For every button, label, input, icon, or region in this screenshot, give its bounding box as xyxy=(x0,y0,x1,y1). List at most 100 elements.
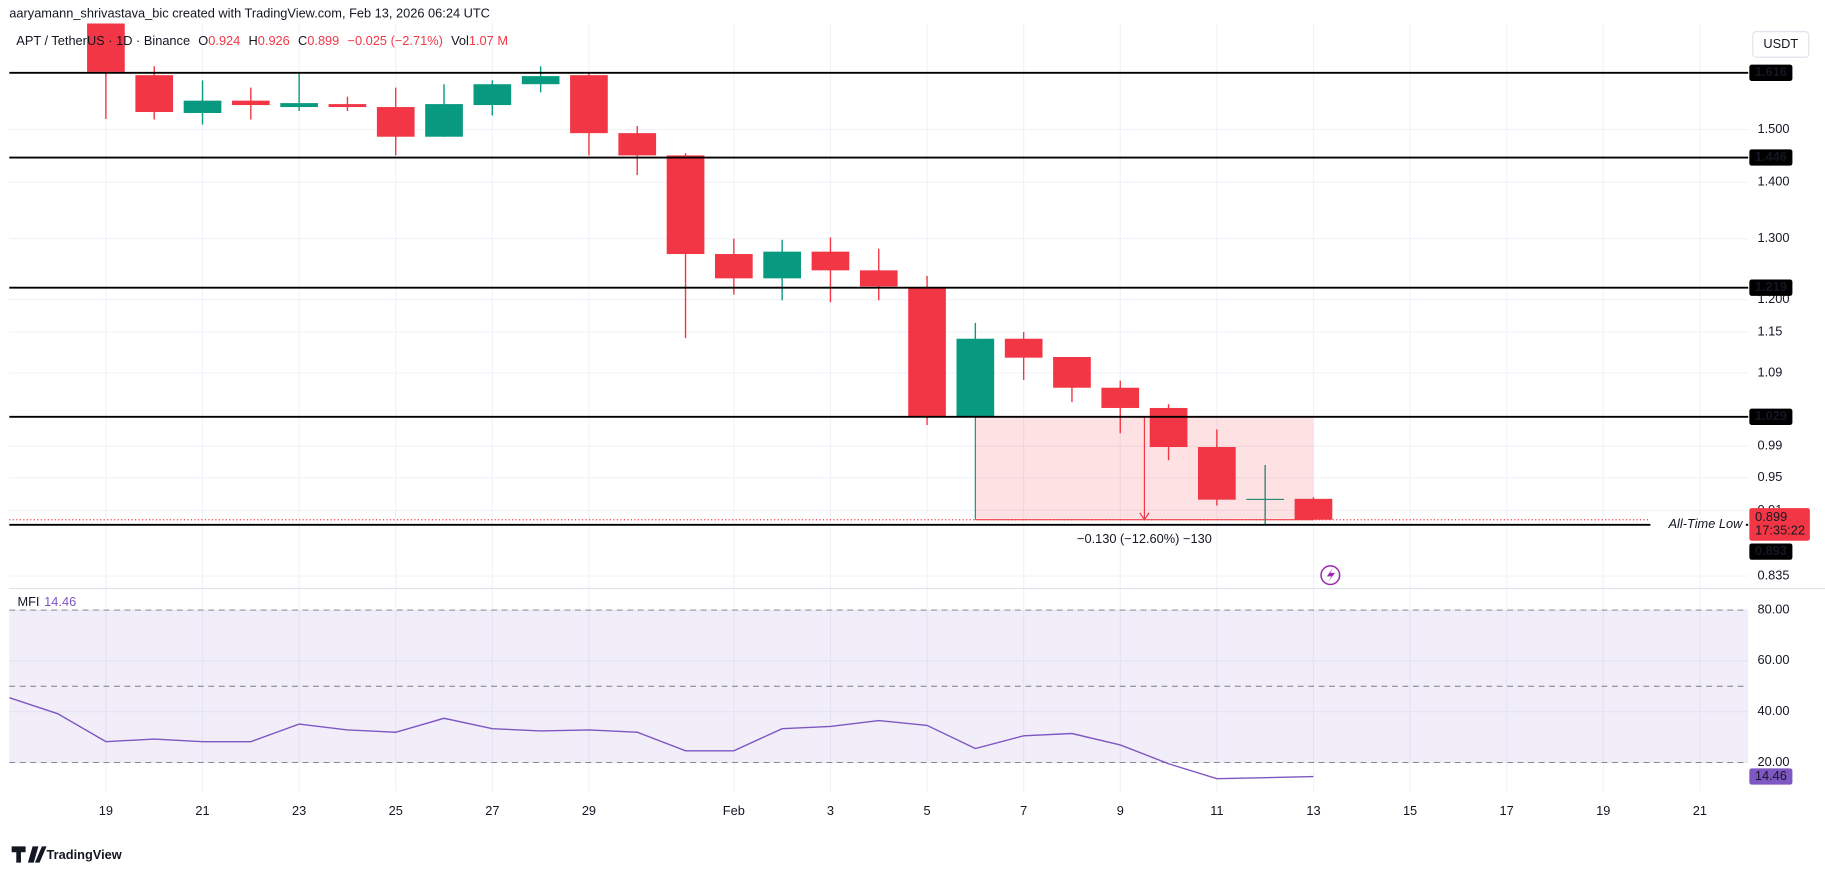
x-tick-label: 7 xyxy=(1020,803,1027,818)
level-tag xyxy=(1749,149,1793,166)
mfi-tick-label: 60.00 xyxy=(1757,652,1789,667)
candle-body xyxy=(376,107,415,137)
brand-logo xyxy=(11,846,47,863)
level-tag-label: 1.029 xyxy=(1755,408,1787,423)
x-tick-label: 19 xyxy=(99,803,113,818)
mfi-tick-label: 80.00 xyxy=(1757,601,1789,616)
event-bolt xyxy=(1326,568,1335,583)
y-tick-label: 0.95 xyxy=(1757,469,1782,484)
x-tick-label: 3 xyxy=(827,803,834,818)
mfi-tick-label: 20.00 xyxy=(1757,754,1789,769)
x-tick-label: 15 xyxy=(1403,803,1417,818)
candle-body xyxy=(1294,498,1333,520)
level-tag xyxy=(1749,279,1793,296)
volume: 1.07 M xyxy=(469,33,508,48)
candle-body xyxy=(521,76,560,85)
symbol: APT / TetherUS · 1D · Binance xyxy=(16,33,190,48)
credit: aaryamann_shrivastava_bic created with T… xyxy=(9,6,490,21)
currency[interactable]: USDT xyxy=(1763,36,1798,51)
candle-body xyxy=(231,100,270,106)
level-text: All-Time Low xyxy=(1668,516,1744,531)
candle-body xyxy=(1053,357,1091,388)
measure-label: −0.130 (−12.60%) −130 xyxy=(1077,531,1212,546)
y-tick-label: 0.99 xyxy=(1757,438,1782,453)
x-tick-label: 5 xyxy=(923,803,930,818)
candle-body xyxy=(280,103,318,108)
candles xyxy=(87,23,1333,524)
candle-body xyxy=(715,254,753,279)
candle-body xyxy=(87,23,125,72)
x-tick-label: 13 xyxy=(1306,803,1320,818)
brand: TradingView xyxy=(11,846,122,863)
level-tag-label: 1.446 xyxy=(1755,149,1787,164)
mfi-line xyxy=(9,697,1314,780)
candle-body xyxy=(570,75,608,134)
symbol-legend: APT / TetherUS · 1D · Binance O0.924 H0.… xyxy=(16,33,508,48)
candle-body xyxy=(859,270,898,287)
x-tick-label: Feb xyxy=(723,803,745,818)
legend-key: H xyxy=(249,33,258,48)
countdown: 17:35:22 xyxy=(1755,523,1805,538)
currency-box[interactable] xyxy=(1752,31,1810,58)
y-tick-label: 1.400 xyxy=(1757,174,1789,189)
candle-body xyxy=(1198,447,1236,500)
x-tick-label: 25 xyxy=(389,803,403,818)
last-price-label: 0.899 xyxy=(1755,509,1787,524)
mfi-tick-label: 40.00 xyxy=(1757,703,1789,718)
x-tick-label: 29 xyxy=(582,803,596,818)
legend-key: C xyxy=(298,33,307,48)
event-icon[interactable] xyxy=(1320,565,1341,586)
mfi-value-tag xyxy=(1749,768,1793,785)
y-tick-label: 1.09 xyxy=(1757,364,1782,379)
legend-value: 0.899 xyxy=(307,33,339,48)
candle-body xyxy=(473,84,512,106)
candle-body xyxy=(425,104,463,137)
candle-body xyxy=(908,287,946,417)
x-tick-label: 21 xyxy=(195,803,209,818)
y-tick-label: 1.500 xyxy=(1757,121,1789,136)
change: −0.025 (−2.71%) xyxy=(348,33,443,48)
brand-name: TradingView xyxy=(47,847,122,862)
candle-body xyxy=(666,155,705,255)
candle-body xyxy=(1004,338,1043,358)
legend-key: O xyxy=(198,33,208,48)
y-tick-label: 0.835 xyxy=(1757,567,1789,582)
x-tick-label: 17 xyxy=(1500,803,1514,818)
candle-body xyxy=(328,104,367,108)
volume-key: Vol xyxy=(451,33,469,48)
candle-body xyxy=(618,133,657,156)
candle-body xyxy=(1101,387,1140,408)
candle-body xyxy=(956,338,995,417)
level-tag-label: 1.219 xyxy=(1755,279,1787,294)
legend-value: 0.924 xyxy=(208,33,240,48)
mfi-band xyxy=(9,609,1749,763)
x-tick-label: 19 xyxy=(1596,803,1610,818)
mfi-value: 14.46 xyxy=(44,594,76,609)
candle-body xyxy=(183,100,222,113)
mfi-value-tag-label: 14.46 xyxy=(1755,768,1787,783)
overlays: 19 21 23 25 27 29 Feb 3 5 7 9 11 13 15 17 19 21 1.500 1.40… xyxy=(9,64,1810,818)
mfi-title: MFI 14.46 xyxy=(17,594,76,609)
x-tick-label: 27 xyxy=(485,803,499,818)
level-text-bg xyxy=(1650,515,1746,535)
y-tick-label: 1.15 xyxy=(1757,323,1782,338)
candle-body xyxy=(1246,498,1285,501)
last-price-tag xyxy=(1749,508,1810,541)
x-tick-label: 11 xyxy=(1210,803,1223,818)
level-tag-label: 0.893 xyxy=(1755,543,1787,558)
mfi-line xyxy=(9,697,1314,780)
x-tick-label: 9 xyxy=(1117,803,1124,818)
legend-value: 0.926 xyxy=(258,33,290,48)
x-tick-label: 21 xyxy=(1693,803,1707,818)
candle-body xyxy=(135,75,174,112)
level-tag xyxy=(1749,408,1793,425)
candle-body xyxy=(763,251,801,279)
candle-body xyxy=(1149,407,1188,448)
level-tag-label: 1.616 xyxy=(1755,64,1787,79)
candle-body xyxy=(811,251,850,271)
x-tick-label: 23 xyxy=(292,803,306,818)
level-tag xyxy=(1749,64,1793,81)
mfi-label: MFI xyxy=(17,594,39,609)
